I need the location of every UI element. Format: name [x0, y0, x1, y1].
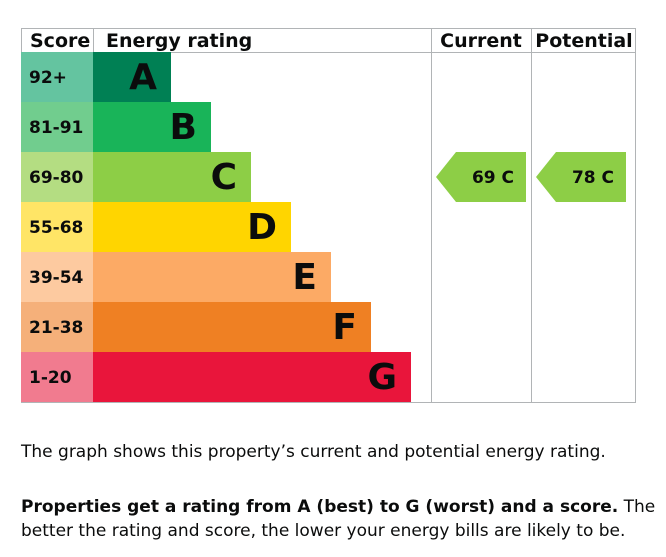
description-rest: The better the rating and score, the low… — [21, 497, 656, 541]
band-row-f: 21-38 F — [21, 302, 371, 352]
rating-markers: 69 C 78 C — [436, 152, 626, 202]
score-label: 55-68 — [29, 218, 83, 238]
current-rating: 69 C — [436, 152, 526, 202]
description-bold: Properties get a rating from A (best) to… — [21, 497, 619, 517]
rating-bar — [93, 352, 411, 402]
band-row-a: 92+ A — [21, 52, 171, 102]
score-label: 21-38 — [29, 318, 83, 338]
description-rating-info: Properties get a rating from A (best) to… — [21, 495, 661, 543]
band-row-g: 1-20 G — [21, 352, 411, 402]
band-row-b: 81-91 B — [21, 102, 211, 152]
potential-rating: 78 C — [536, 152, 626, 202]
rating-letter: G — [367, 357, 397, 398]
score-label: 69-80 — [29, 168, 84, 188]
rating-letter: A — [129, 57, 157, 98]
rating-letter: F — [332, 307, 357, 348]
potential-rating-arrow — [536, 152, 626, 202]
score-label: 39-54 — [29, 268, 84, 288]
rating-bar — [93, 202, 291, 252]
rating-letter: B — [170, 107, 197, 148]
current-rating-label: 69 C — [472, 168, 514, 188]
current-rating-arrow — [436, 152, 526, 202]
rating-bar — [93, 152, 251, 202]
score-label: 1-20 — [29, 368, 72, 388]
score-cell — [21, 152, 93, 202]
score-cell — [21, 52, 93, 102]
score-cell — [21, 352, 93, 402]
header-score: Score — [30, 30, 90, 52]
band-row-c: 69-80 C — [21, 152, 251, 202]
rating-bar — [93, 102, 211, 152]
rating-letter: D — [247, 207, 277, 248]
rating-letter: C — [211, 157, 237, 198]
score-cell — [21, 302, 93, 352]
score-cell — [21, 102, 93, 152]
rating-bar — [93, 252, 331, 302]
header-energy-rating: Energy rating — [106, 30, 252, 52]
potential-rating-label: 78 C — [572, 168, 614, 188]
rating-bars: 92+ A 81-91 B 69-80 C 55-68 D 39-54 E 21-38 F 1-20 G — [21, 52, 411, 402]
rating-bar — [93, 302, 371, 352]
rating-letter: E — [292, 257, 317, 298]
score-label: 92+ — [29, 68, 67, 88]
band-row-d: 55-68 D — [21, 202, 291, 252]
score-cell — [21, 202, 93, 252]
energy-rating-chart: 92+ A81-91 B69-80 C55-68 D39-54 E21-38 F1-20 G … — [21, 28, 636, 403]
band-row-e: 39-54 E — [21, 252, 331, 302]
rating-bar — [93, 52, 171, 102]
column-headers: Score Energy rating Current Potential — [30, 30, 633, 52]
description-text: The graph shows this property’s current … — [21, 442, 606, 462]
score-label: 81-91 — [29, 118, 83, 138]
score-cell — [21, 252, 93, 302]
header-potential: Potential — [535, 30, 632, 52]
header-current: Current — [440, 30, 522, 52]
